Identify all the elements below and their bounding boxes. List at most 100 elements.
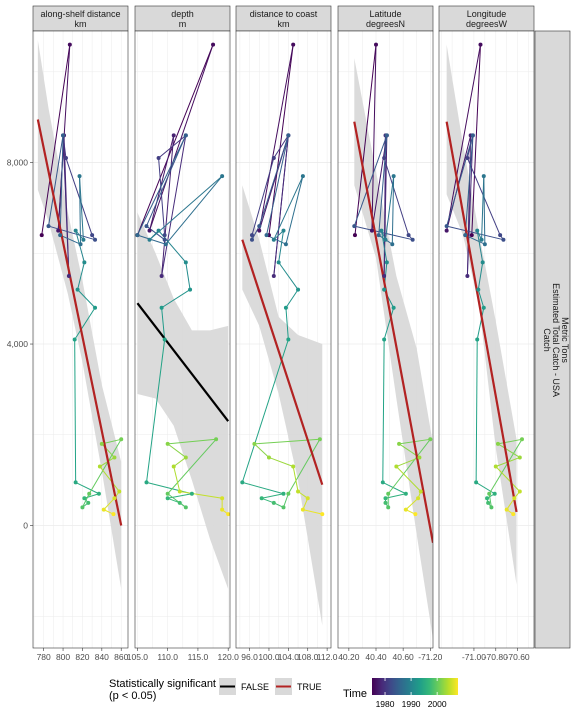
facet-title-5: Longitude [467, 9, 507, 19]
data-point [281, 228, 286, 233]
path-segment [258, 135, 289, 227]
data-point [384, 133, 389, 138]
data-point [183, 455, 188, 460]
data-point [162, 337, 167, 342]
data-point [410, 237, 415, 242]
path-segment [149, 135, 175, 231]
data-point [465, 156, 470, 161]
data-point [486, 500, 491, 505]
path-segment [167, 438, 217, 445]
data-point [512, 496, 517, 501]
data-point [147, 228, 152, 233]
data-point [162, 233, 167, 238]
path-segment [261, 497, 274, 504]
data-point [266, 455, 271, 460]
data-point [240, 480, 245, 485]
data-point [220, 507, 225, 512]
data-point [214, 437, 219, 442]
data-point [183, 133, 188, 138]
path-segment [488, 439, 523, 495]
data-point [271, 156, 276, 161]
data-point [300, 507, 305, 512]
data-point [135, 233, 140, 238]
legend: Statistically significant (p < 0.05) FAL… [109, 678, 458, 709]
colorbar-ticks: 1980 1990 2000 [376, 678, 447, 709]
path-segment [77, 262, 85, 290]
data-point [117, 489, 122, 494]
panel-border-2 [134, 30, 231, 649]
path-segment [395, 466, 422, 492]
data-point [382, 287, 387, 292]
x-tick-label: 40.60 [393, 652, 415, 662]
data-point [283, 242, 288, 247]
data-point [470, 133, 475, 138]
data-point [220, 496, 225, 501]
path-segment [476, 307, 485, 340]
path-segment [161, 135, 175, 277]
data-point [511, 512, 516, 517]
data-point [382, 273, 387, 278]
data-point [259, 496, 264, 501]
path-segment [81, 493, 90, 508]
path-segment [74, 307, 96, 340]
path-segment [471, 44, 481, 236]
path-segment [477, 289, 485, 308]
data-point [171, 133, 176, 138]
path-segment [173, 457, 187, 467]
panel-border-1 [32, 30, 129, 649]
data-point [383, 496, 388, 501]
data-point [382, 337, 387, 342]
path-segment [497, 443, 521, 458]
path-segment [149, 44, 214, 231]
path-segment [371, 44, 377, 231]
path-segment [254, 438, 320, 445]
y-tick-label: 0 [23, 521, 28, 531]
data-point [369, 228, 374, 233]
x-tick-label: -71.20 [418, 652, 442, 662]
path-segment [99, 466, 120, 492]
facet-strip-1 [32, 5, 129, 32]
path-segment [446, 44, 481, 231]
colorbar [372, 678, 458, 695]
path-segment [179, 490, 223, 499]
path-segment [185, 262, 191, 290]
data-point [382, 156, 387, 161]
data-point [257, 224, 262, 229]
data-point [73, 480, 78, 485]
data-point [264, 233, 269, 238]
data-point [93, 305, 98, 310]
data-point [286, 337, 291, 342]
path-segment [79, 176, 81, 245]
data-point [386, 491, 391, 496]
facet-unit-5: degreesW [466, 19, 508, 29]
data-point [397, 441, 402, 446]
panel-border-4 [337, 30, 434, 649]
data-point [504, 507, 509, 512]
data-point [463, 233, 468, 238]
x-tick-label: 40.20 [338, 652, 360, 662]
data-point [271, 237, 276, 242]
data-point [444, 224, 449, 229]
data-point [384, 260, 389, 265]
path-segment [273, 175, 304, 240]
path-segment [476, 230, 484, 263]
data-point [403, 507, 408, 512]
path-segment [167, 493, 192, 499]
right-strip-background [534, 30, 571, 649]
data-point [474, 480, 479, 485]
path-segment [173, 466, 181, 492]
data-point [317, 437, 322, 442]
path-segment [59, 135, 64, 236]
data-point [144, 480, 149, 485]
data-point [80, 505, 85, 510]
path-segment [75, 481, 100, 495]
x-tick-label: -70.80 [484, 652, 508, 662]
colorbar-tick-label: 2000 [428, 699, 447, 709]
path-segment [254, 443, 270, 458]
data-point [249, 233, 254, 238]
x-tick-label: 115.0 [188, 652, 209, 662]
path-segment [378, 135, 388, 236]
path-segment [483, 176, 486, 245]
